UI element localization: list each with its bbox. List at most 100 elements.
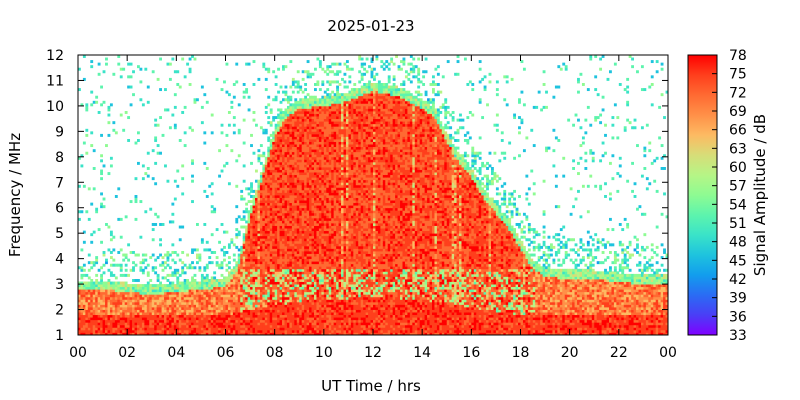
heatmap-cell xyxy=(161,296,165,300)
heatmap-cell xyxy=(269,284,273,288)
heatmap-cell xyxy=(181,322,185,326)
heatmap-cell xyxy=(282,151,285,155)
heatmap-cell xyxy=(117,329,121,333)
heatmap-cell xyxy=(311,154,315,158)
heatmap-cell xyxy=(95,207,99,211)
heatmap-cell xyxy=(306,60,310,64)
heatmap-cell xyxy=(299,299,303,303)
heatmap-cell xyxy=(296,192,300,196)
heatmap-cell xyxy=(291,238,295,242)
heatmap-cell xyxy=(284,108,288,112)
heatmap-cell xyxy=(282,200,285,204)
heatmap-cell xyxy=(296,223,300,226)
heatmap-cell xyxy=(272,172,276,176)
heatmap-cell xyxy=(291,177,295,181)
heatmap-cell xyxy=(289,245,293,249)
heatmap-cell xyxy=(176,327,180,331)
heatmap-cell xyxy=(279,202,283,206)
heatmap-cell xyxy=(291,317,295,321)
heatmap-cell xyxy=(137,296,140,300)
heatmap-cell xyxy=(181,164,185,168)
heatmap-cell xyxy=(242,266,246,270)
heatmap-cell xyxy=(227,266,231,270)
heatmap-cell xyxy=(107,248,111,252)
heatmap-cell xyxy=(210,299,214,303)
heatmap-cell xyxy=(230,276,234,280)
heatmap-cell xyxy=(284,253,288,257)
heatmap-cell xyxy=(154,332,158,336)
heatmap-cell xyxy=(95,314,99,318)
heatmap-cell xyxy=(213,322,217,326)
heatmap-cell xyxy=(326,164,330,168)
heatmap-cell xyxy=(316,256,320,260)
heatmap-cell xyxy=(124,294,128,298)
heatmap-cell xyxy=(284,154,288,158)
heatmap-cell xyxy=(264,233,268,237)
heatmap-cell xyxy=(306,268,310,272)
heatmap-cell xyxy=(306,159,310,163)
heatmap-cell xyxy=(164,304,167,308)
heatmap-cell xyxy=(328,235,332,239)
heatmap-cell xyxy=(284,281,288,285)
heatmap-cell xyxy=(250,251,253,254)
heatmap-cell xyxy=(279,161,283,165)
heatmap-cell xyxy=(279,248,283,252)
heatmap-cell xyxy=(144,309,148,313)
heatmap-cell xyxy=(289,301,293,305)
heatmap-cell xyxy=(279,118,283,122)
heatmap-cell xyxy=(203,266,207,270)
heatmap-cell xyxy=(232,253,236,257)
heatmap-cell xyxy=(259,210,263,214)
heatmap-cell xyxy=(304,195,308,198)
heatmap-cell xyxy=(318,146,322,150)
heatmap-cell xyxy=(119,327,123,331)
heatmap-cell xyxy=(122,253,126,257)
heatmap-cell xyxy=(127,85,131,89)
heatmap-cell xyxy=(255,233,258,237)
heatmap-cell xyxy=(82,322,86,326)
heatmap-cell xyxy=(277,195,280,198)
heatmap-cell xyxy=(107,314,111,318)
heatmap-cell xyxy=(279,235,283,239)
heatmap-cell xyxy=(289,126,293,130)
heatmap-cell xyxy=(193,329,197,333)
heatmap-cell xyxy=(321,243,325,247)
heatmap-cell xyxy=(257,223,261,226)
heatmap-cell xyxy=(237,268,241,272)
heatmap-cell xyxy=(164,322,167,326)
heatmap-cell xyxy=(282,253,285,257)
heatmap-cell xyxy=(252,304,256,308)
heatmap-cell xyxy=(314,228,317,232)
heatmap-cell xyxy=(321,177,325,181)
heatmap-cell xyxy=(262,238,266,242)
heatmap-cell xyxy=(166,294,170,298)
heatmap-cell xyxy=(282,136,285,140)
heatmap-cell xyxy=(264,67,268,71)
heatmap-cell xyxy=(294,228,298,232)
heatmap-cell xyxy=(269,319,273,323)
heatmap-cell xyxy=(85,210,89,214)
heatmap-cell xyxy=(286,182,290,186)
heatmap-cell xyxy=(122,286,126,290)
heatmap-cell xyxy=(314,322,317,326)
heatmap-cell xyxy=(326,146,330,150)
heatmap-cell xyxy=(156,291,160,295)
heatmap-cell xyxy=(328,304,332,308)
heatmap-cell xyxy=(267,223,271,226)
heatmap-cell xyxy=(255,266,258,270)
heatmap-cell xyxy=(296,146,300,150)
heatmap-cell xyxy=(314,128,317,132)
heatmap-cell xyxy=(272,154,276,158)
heatmap-cell xyxy=(227,324,231,328)
heatmap-cell xyxy=(102,253,106,257)
heatmap-cell xyxy=(237,307,241,310)
heatmap-cell xyxy=(146,296,150,300)
heatmap-cell xyxy=(250,322,253,326)
heatmap-cell xyxy=(311,329,315,333)
heatmap-cell xyxy=(259,179,263,183)
heatmap-cell xyxy=(321,195,325,198)
heatmap-cell xyxy=(255,276,258,280)
heatmap-cell xyxy=(306,286,310,290)
heatmap-cell xyxy=(149,317,153,321)
heatmap-cell xyxy=(205,317,209,321)
